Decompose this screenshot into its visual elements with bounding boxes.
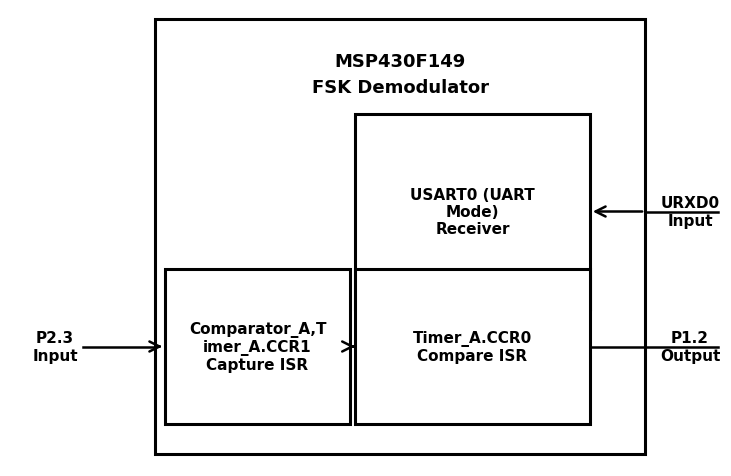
Text: Comparator_A,T
imer_A.CCR1
Capture ISR: Comparator_A,T imer_A.CCR1 Capture ISR [189, 321, 326, 373]
Bar [165, 269, 350, 424]
Text: USART0 (UART
Mode)
Receiver: USART0 (UART Mode) Receiver [410, 187, 535, 237]
Bar [355, 115, 590, 309]
Bar [155, 20, 645, 454]
Text: P1.2
Output: P1.2 Output [660, 331, 720, 363]
Text: Timer_A.CCR0
Compare ISR: Timer_A.CCR0 Compare ISR [413, 330, 532, 364]
Bar [355, 269, 590, 424]
Text: FSK Demodulator: FSK Demodulator [311, 79, 488, 97]
Text: MSP430F149: MSP430F149 [334, 53, 466, 71]
Text: URXD0
Input: URXD0 Input [660, 196, 719, 228]
Text: P2.3
Input: P2.3 Input [32, 331, 77, 363]
